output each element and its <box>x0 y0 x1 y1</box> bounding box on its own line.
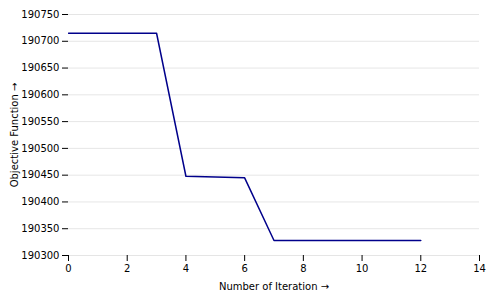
svg-text:0: 0 <box>65 263 71 274</box>
svg-text:190650: 190650 <box>21 62 59 73</box>
svg-text:10: 10 <box>356 263 369 274</box>
svg-text:190300: 190300 <box>21 250 59 261</box>
svg-text:Number of Iteration →: Number of Iteration → <box>219 281 329 292</box>
svg-text:6: 6 <box>241 263 247 274</box>
svg-text:190500: 190500 <box>21 143 59 154</box>
svg-text:8: 8 <box>300 263 306 274</box>
svg-text:190550: 190550 <box>21 116 59 127</box>
svg-text:190400: 190400 <box>21 196 59 207</box>
svg-text:190750: 190750 <box>21 9 59 20</box>
svg-text:12: 12 <box>414 263 427 274</box>
svg-text:2: 2 <box>124 263 130 274</box>
svg-text:14: 14 <box>473 263 486 274</box>
svg-text:4: 4 <box>183 263 189 274</box>
svg-text:190600: 190600 <box>21 89 59 100</box>
svg-text:Objective Function →: Objective Function → <box>9 83 20 188</box>
svg-text:190450: 190450 <box>21 169 59 180</box>
svg-text:190350: 190350 <box>21 223 59 234</box>
svg-text:190700: 190700 <box>21 35 59 46</box>
